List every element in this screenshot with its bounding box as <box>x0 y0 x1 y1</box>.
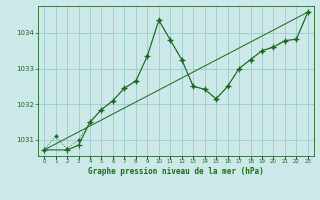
X-axis label: Graphe pression niveau de la mer (hPa): Graphe pression niveau de la mer (hPa) <box>88 167 264 176</box>
